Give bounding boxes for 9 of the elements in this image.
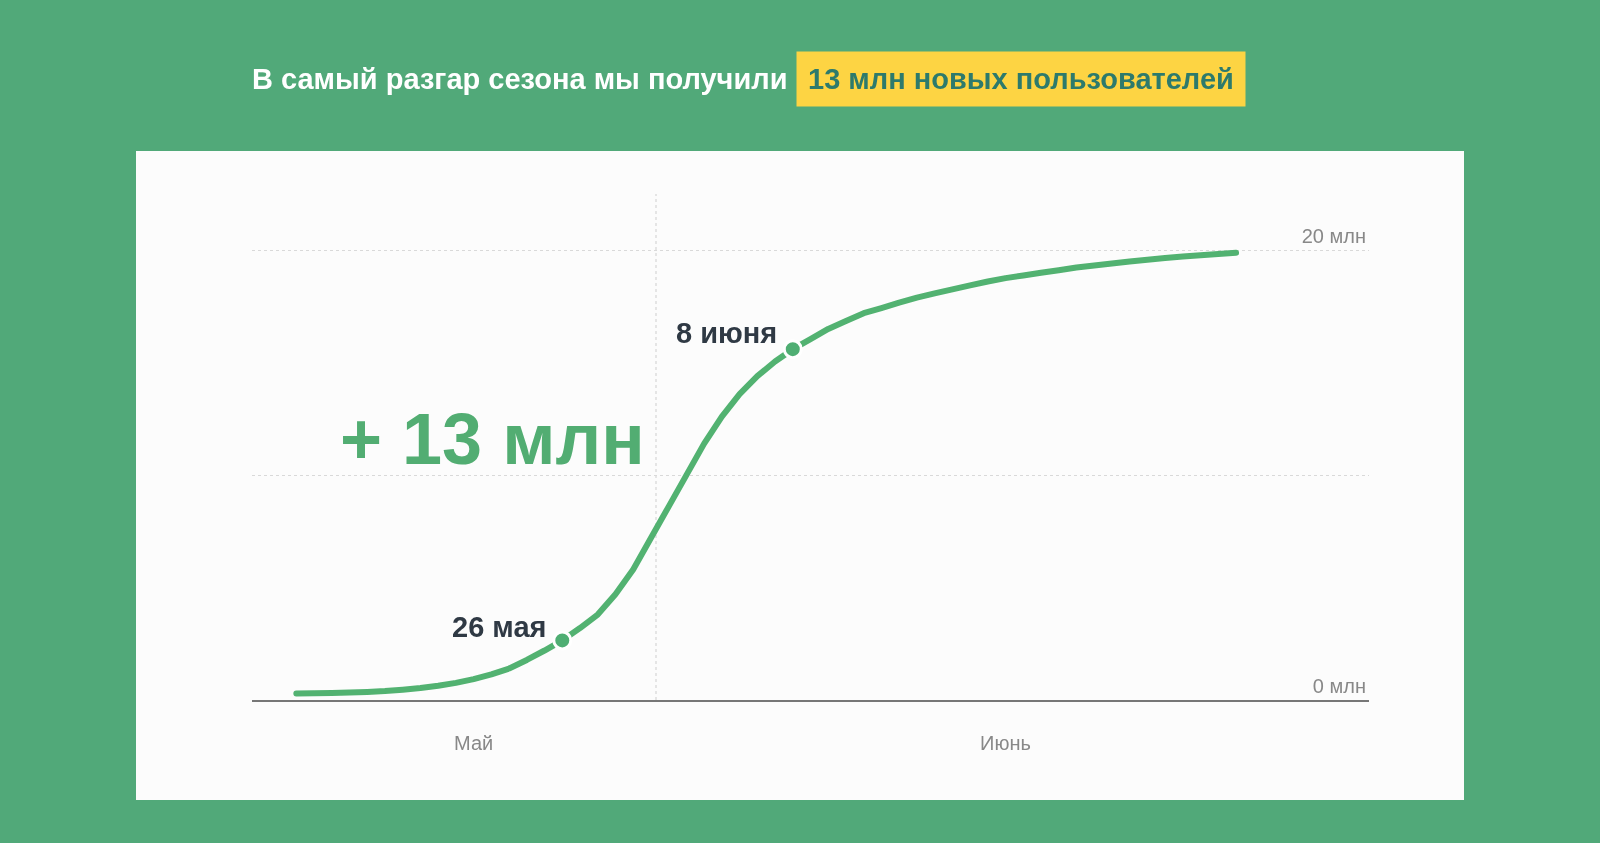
annotation: 26 мая bbox=[452, 611, 547, 643]
annotation: 8 июня bbox=[676, 317, 778, 349]
chart-subtitle: 13 млн новых пользователей bbox=[808, 63, 1234, 95]
annotation: + 13 млн bbox=[340, 399, 645, 479]
x-tick-label: Июнь bbox=[980, 732, 1031, 754]
y-tick-label: 20 млн bbox=[1301, 225, 1366, 248]
chart-title: В самый разгар сезона мы получили bbox=[252, 63, 788, 95]
y-tick-label: 0 млн bbox=[1312, 675, 1366, 697]
x-tick-label: Май bbox=[454, 732, 494, 754]
